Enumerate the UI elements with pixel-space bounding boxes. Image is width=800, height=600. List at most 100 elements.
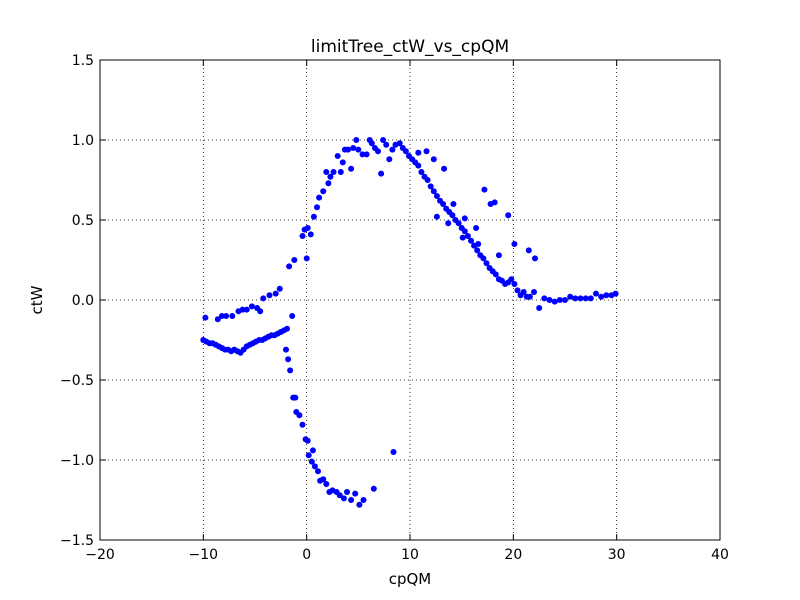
data-point bbox=[526, 293, 533, 300]
y-tick-label: −1.0 bbox=[60, 453, 94, 469]
data-point bbox=[310, 213, 317, 220]
data-point bbox=[464, 233, 471, 239]
data-point bbox=[352, 490, 359, 497]
data-point bbox=[459, 234, 466, 241]
data-point bbox=[418, 169, 425, 175]
data-point bbox=[308, 458, 315, 465]
data-point bbox=[287, 367, 294, 374]
data-point bbox=[433, 193, 440, 199]
data-point bbox=[536, 305, 543, 311]
y-axis-label: ctW bbox=[28, 285, 46, 314]
data-point bbox=[323, 169, 330, 175]
x-tick-label: 20 bbox=[504, 547, 522, 563]
data-point bbox=[430, 156, 437, 163]
grid bbox=[100, 60, 720, 540]
data-point bbox=[415, 149, 422, 156]
data-point bbox=[334, 153, 341, 159]
data-point bbox=[511, 241, 518, 247]
data-point bbox=[356, 501, 363, 508]
x-tick-label: 40 bbox=[711, 547, 729, 563]
data-point bbox=[427, 183, 434, 190]
data-point bbox=[320, 188, 327, 195]
data-point bbox=[304, 225, 311, 231]
data-point bbox=[355, 146, 362, 153]
data-point bbox=[551, 298, 558, 305]
x-tick-label: 10 bbox=[401, 547, 419, 563]
data-point bbox=[532, 255, 538, 262]
data-point bbox=[299, 233, 306, 239]
data-point bbox=[284, 325, 290, 332]
data-point bbox=[492, 271, 499, 278]
x-tick-label: −10 bbox=[189, 547, 219, 563]
data-point bbox=[283, 346, 289, 353]
data-point bbox=[325, 180, 332, 187]
data-point bbox=[309, 447, 316, 454]
data-point bbox=[243, 306, 250, 313]
data-point bbox=[336, 492, 343, 499]
data-point bbox=[296, 412, 303, 419]
data-point bbox=[380, 137, 387, 143]
data-point bbox=[339, 159, 346, 166]
data-point bbox=[340, 495, 347, 502]
y-tick-label: 0.5 bbox=[72, 213, 94, 229]
data-point bbox=[461, 215, 468, 222]
data-point bbox=[303, 255, 310, 262]
data-point bbox=[386, 156, 393, 163]
data-point bbox=[612, 290, 619, 297]
data-point bbox=[450, 201, 457, 207]
y-tick-label: −1.5 bbox=[60, 533, 94, 549]
data-point bbox=[430, 188, 437, 195]
data-point bbox=[214, 316, 221, 323]
data-point bbox=[449, 212, 456, 219]
x-axis-label: cpQM bbox=[389, 570, 432, 588]
data-point bbox=[567, 293, 574, 300]
data-point bbox=[311, 463, 318, 470]
data-point bbox=[531, 289, 537, 295]
data-point bbox=[474, 247, 481, 254]
data-point bbox=[378, 170, 385, 177]
data-point bbox=[350, 145, 357, 151]
chart-title: limitTree_ctW_vs_cpQM bbox=[311, 37, 509, 57]
data-point bbox=[572, 295, 579, 302]
data-point bbox=[257, 308, 264, 315]
data-point bbox=[360, 497, 367, 503]
data-point bbox=[276, 285, 283, 292]
data-point bbox=[305, 452, 312, 459]
data-point bbox=[481, 186, 488, 193]
data-point bbox=[315, 468, 321, 475]
data-point bbox=[562, 297, 568, 303]
data-point bbox=[218, 313, 225, 319]
data-point bbox=[363, 151, 370, 158]
data-points bbox=[200, 137, 619, 508]
data-point bbox=[511, 281, 518, 287]
data-point bbox=[402, 148, 409, 155]
data-point bbox=[525, 247, 532, 254]
data-point bbox=[389, 146, 396, 153]
data-point bbox=[266, 292, 273, 299]
x-tick-label: 0 bbox=[302, 547, 311, 563]
data-point bbox=[248, 303, 255, 310]
data-point bbox=[461, 228, 468, 235]
data-point bbox=[440, 201, 447, 207]
data-point bbox=[345, 146, 351, 153]
data-point bbox=[415, 162, 422, 169]
data-point bbox=[299, 421, 306, 428]
data-point bbox=[291, 257, 298, 263]
data-point bbox=[289, 313, 296, 319]
data-point bbox=[348, 497, 355, 503]
data-point bbox=[323, 481, 330, 487]
plot-frame bbox=[99, 59, 721, 541]
data-point bbox=[286, 263, 293, 270]
data-point bbox=[433, 213, 440, 220]
y-tick-label: 0.0 bbox=[72, 293, 94, 309]
data-point bbox=[314, 204, 320, 211]
data-point bbox=[383, 141, 390, 148]
data-point bbox=[368, 140, 375, 147]
data-point bbox=[337, 169, 344, 175]
data-point bbox=[483, 260, 490, 267]
data-point bbox=[304, 437, 311, 444]
data-point bbox=[582, 295, 589, 302]
data-point bbox=[593, 290, 599, 297]
y-tick-label: 1.0 bbox=[72, 133, 94, 149]
